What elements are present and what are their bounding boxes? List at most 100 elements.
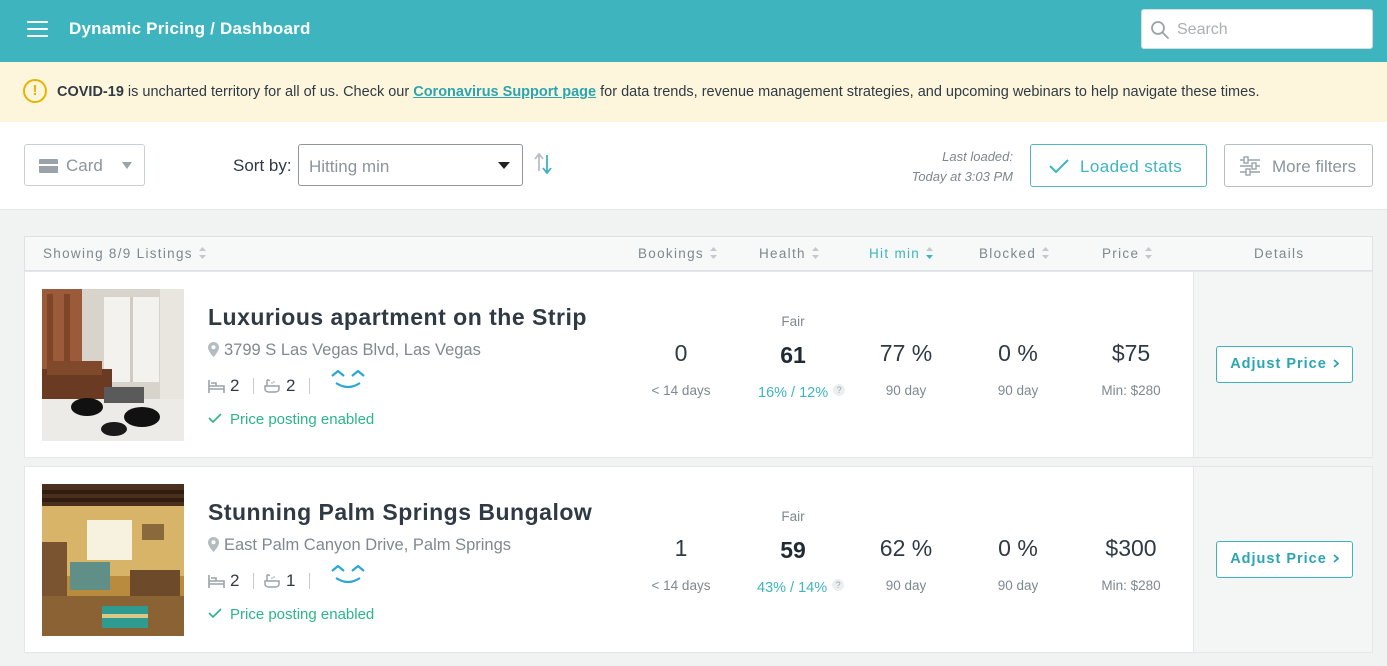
listing-row: Stunning Palm Springs Bungalow East Palm… <box>24 466 1373 653</box>
bath-count: 1 <box>286 571 296 590</box>
divider <box>309 378 310 394</box>
loaded-stats-label: Loaded stats <box>1080 157 1183 176</box>
blocked-sub: 90 day <box>997 578 1039 593</box>
bed-count: 2 <box>230 376 240 395</box>
blocked-value: 0 % <box>998 535 1038 561</box>
more-filters-label: More filters <box>1272 157 1357 176</box>
help-icon[interactable]: ? <box>832 579 845 591</box>
more-filters-button[interactable]: More filters <box>1224 144 1373 187</box>
listing-photo[interactable] <box>42 289 184 441</box>
sort-arrows-icon <box>1042 247 1050 260</box>
sliders-icon <box>1240 156 1260 176</box>
hamburger-icon[interactable] <box>27 21 48 37</box>
health-occupancy-text: 16% / 12% <box>758 385 829 401</box>
search-box <box>1141 9 1373 49</box>
top-bar: Dynamic Pricing / Dashboard <box>0 0 1387 62</box>
health-occupancy: 16% / 12%? <box>758 384 846 401</box>
view-mode-select[interactable]: Card <box>24 144 145 186</box>
check-icon <box>208 413 222 424</box>
sort-select-value: Hitting min <box>309 157 390 176</box>
health-occupancy: 43% / 14%? <box>757 579 845 596</box>
price-value: $300 <box>1105 535 1157 561</box>
hit-min-value: 77 % <box>879 340 933 366</box>
listing-title[interactable]: Luxurious apartment on the Strip <box>208 304 587 330</box>
price-posting-status: Price posting enabled <box>208 606 374 623</box>
banner-text-after: for data trends, revenue management stra… <box>596 84 1260 100</box>
card-view-icon <box>39 159 58 173</box>
hit-min-sub: 90 day <box>885 578 927 593</box>
bath-icon <box>264 379 280 393</box>
listing-title[interactable]: Stunning Palm Springs Bungalow <box>208 499 593 525</box>
adjust-price-button[interactable]: Adjust Price <box>1216 541 1353 578</box>
coronavirus-support-link[interactable]: Coronavirus Support page <box>413 84 597 100</box>
warning-icon: ! <box>23 79 47 103</box>
adjust-price-label: Adjust Price <box>1230 356 1327 372</box>
sort-select[interactable]: Hitting min <box>298 144 523 186</box>
sort-direction-icon[interactable] <box>533 151 555 177</box>
bookings-value: 1 <box>674 535 688 561</box>
help-icon[interactable]: ? <box>833 384 846 396</box>
last-loaded-value: Today at 3:03 PM <box>911 169 1013 184</box>
sort-arrows-icon <box>198 247 206 260</box>
search-icon <box>1151 21 1169 39</box>
column-price-label: Price <box>1102 246 1140 261</box>
toolbar: Card Sort by: Hitting min Last loaded: T… <box>0 122 1387 210</box>
last-loaded: Last loaded: Today at 3:03 PM <box>880 147 1013 187</box>
bookings-sub: < 14 days <box>651 383 711 398</box>
price-posting-text: Price posting enabled <box>230 606 375 623</box>
banner-bold-lead: COVID-19 <box>57 84 124 100</box>
banner-text-before: is uncharted territory for all of us. Ch… <box>123 84 414 100</box>
listing-address: 3799 S Las Vegas Blvd, Las Vegas <box>208 341 481 360</box>
column-showing-label: Showing 8/9 Listings <box>43 246 193 261</box>
adjust-price-label: Adjust Price <box>1230 551 1327 567</box>
column-bookings[interactable]: Bookings <box>638 246 718 261</box>
chevron-down-icon <box>122 162 132 169</box>
bath-count: 2 <box>286 376 296 395</box>
column-health-label: Health <box>759 246 806 261</box>
hit-min-sub: 90 day <box>885 383 927 398</box>
column-price[interactable]: Price <box>1102 246 1153 261</box>
sort-desc-icon <box>926 247 934 260</box>
min-price: Min: $280 <box>1101 383 1161 398</box>
listing-photo[interactable] <box>42 484 184 636</box>
column-bookings-label: Bookings <box>638 246 704 261</box>
bed-count: 2 <box>230 571 240 590</box>
listing-address: East Palm Canyon Drive, Palm Springs <box>208 536 511 555</box>
column-health[interactable]: Health <box>759 246 820 261</box>
loaded-stats-button[interactable]: Loaded stats <box>1030 144 1207 187</box>
listing-row: Luxurious apartment on the Strip 3799 S … <box>24 271 1373 458</box>
bookings-value: 0 <box>674 340 688 366</box>
column-details: Details <box>1254 246 1305 261</box>
listing-address-text: East Palm Canyon Drive, Palm Springs <box>224 536 512 554</box>
blocked-sub: 90 day <box>997 383 1039 398</box>
sort-by-label: Sort by: <box>233 156 292 175</box>
breadcrumb: Dynamic Pricing / Dashboard <box>69 19 311 38</box>
check-icon <box>208 608 222 619</box>
chevron-right-icon <box>1333 359 1339 368</box>
view-mode-label: Card <box>66 156 103 175</box>
column-blocked[interactable]: Blocked <box>979 246 1050 261</box>
column-hit-min[interactable]: Hit min <box>869 246 934 261</box>
divider <box>309 573 310 589</box>
table-header: Showing 8/9 Listings Bookings Health Hit… <box>24 236 1373 271</box>
blocked-value: 0 % <box>998 340 1038 366</box>
smile-icon <box>331 369 365 389</box>
adjust-price-button[interactable]: Adjust Price <box>1216 346 1353 383</box>
search-input[interactable] <box>1177 16 1367 44</box>
map-pin-icon <box>208 342 219 357</box>
bed-icon <box>208 380 225 393</box>
chevron-right-icon <box>1333 554 1339 563</box>
price-posting-text: Price posting enabled <box>230 411 375 428</box>
health-score: 59 <box>780 537 806 563</box>
column-showing[interactable]: Showing 8/9 Listings <box>43 246 207 261</box>
sort-arrows-icon <box>811 247 819 260</box>
divider <box>253 573 254 589</box>
bath-icon <box>264 574 280 588</box>
health-label: Fair <box>781 509 805 524</box>
hit-min-value: 62 % <box>879 535 933 561</box>
sort-arrows-icon <box>1145 247 1153 260</box>
bed-icon <box>208 575 225 588</box>
health-label: Fair <box>781 314 805 329</box>
smile-icon <box>331 564 365 584</box>
column-blocked-label: Blocked <box>979 246 1037 261</box>
